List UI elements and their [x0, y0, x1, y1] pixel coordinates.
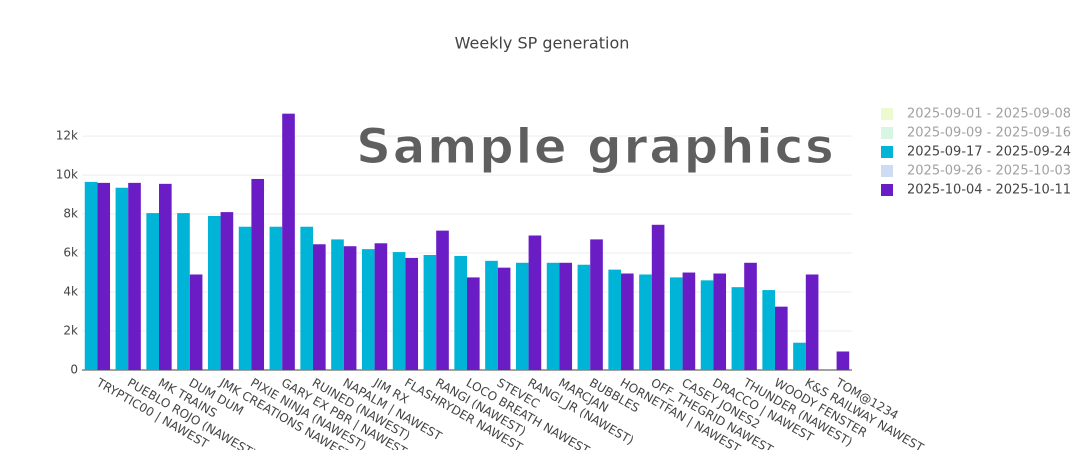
legend-label: 2025-09-17 - 2025-09-24 — [907, 145, 1071, 160]
bar — [497, 267, 511, 370]
bar — [374, 243, 388, 370]
bar — [515, 262, 529, 370]
bar — [115, 187, 129, 370]
bar — [669, 277, 683, 370]
bar — [590, 239, 603, 370]
bar — [577, 264, 591, 370]
bar — [159, 183, 172, 370]
bar — [805, 274, 819, 370]
legend-label: 2025-09-26 - 2025-10-03 — [907, 164, 1071, 179]
bar — [392, 252, 406, 370]
bar — [682, 272, 696, 370]
legend-swatch — [881, 108, 893, 120]
legend-item[interactable]: 2025-09-01 - 2025-09-08 — [881, 107, 1071, 122]
legend-item[interactable]: 2025-09-09 - 2025-09-16 — [881, 126, 1071, 141]
bar — [189, 274, 203, 370]
bar — [651, 224, 665, 370]
bar — [700, 280, 714, 370]
bar — [97, 182, 111, 370]
legend-swatch — [881, 146, 893, 158]
legend-label: 2025-09-09 - 2025-09-16 — [907, 126, 1071, 141]
y-tick-label: 2k — [63, 324, 78, 338]
y-tick-label: 0 — [70, 363, 78, 377]
legend-swatch — [881, 127, 893, 139]
chart-title: Weekly SP generation — [455, 34, 630, 53]
y-tick-label: 10k — [56, 168, 78, 182]
bar — [762, 290, 775, 370]
bar — [269, 226, 283, 370]
bar — [405, 257, 419, 370]
bar — [343, 246, 357, 370]
bar — [177, 213, 190, 370]
bar — [485, 260, 498, 370]
bar — [546, 262, 560, 370]
bar — [621, 273, 634, 370]
legend-label: 2025-09-01 - 2025-09-08 — [907, 107, 1071, 122]
bar — [744, 262, 757, 370]
bar — [84, 181, 98, 370]
watermark: Sample graphics — [356, 119, 835, 175]
bar — [436, 230, 449, 370]
bar — [300, 226, 313, 370]
bar — [238, 226, 252, 370]
bar — [361, 249, 375, 370]
bar — [559, 262, 573, 370]
bar — [220, 212, 234, 370]
bar — [207, 216, 221, 370]
bar — [528, 235, 542, 370]
bar — [639, 274, 652, 370]
bar — [467, 277, 480, 370]
bar — [423, 254, 437, 370]
bar — [793, 342, 806, 370]
y-tick-label: 12k — [56, 129, 78, 143]
y-tick-label: 8k — [63, 207, 78, 221]
bar — [713, 273, 727, 370]
bar — [313, 244, 326, 370]
bar — [731, 287, 745, 370]
legend-swatch — [881, 184, 893, 196]
bar — [282, 113, 295, 370]
bar — [251, 178, 265, 370]
legend-swatch — [881, 165, 893, 177]
bar — [608, 269, 621, 370]
bar — [775, 306, 788, 370]
legend-label: 2025-10-04 - 2025-10-11 — [907, 183, 1071, 198]
bar — [836, 351, 850, 370]
y-tick-label: 4k — [63, 285, 78, 299]
bar — [331, 239, 344, 370]
y-tick-label: 6k — [63, 246, 78, 260]
legend-item[interactable]: 2025-09-17 - 2025-09-24 — [881, 145, 1071, 160]
bar — [454, 255, 467, 370]
bar — [128, 182, 141, 370]
legend-item[interactable]: 2025-09-26 - 2025-10-03 — [881, 164, 1071, 179]
bar — [146, 213, 159, 370]
legend-item[interactable]: 2025-10-04 - 2025-10-11 — [881, 183, 1071, 198]
